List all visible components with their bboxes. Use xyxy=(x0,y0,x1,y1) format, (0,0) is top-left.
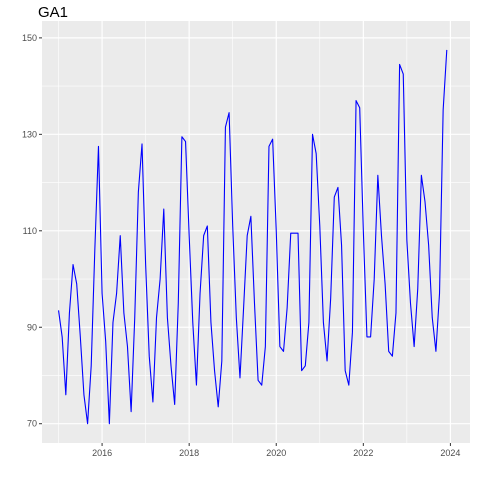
series-line xyxy=(58,49,448,425)
y-tick-label: 130 xyxy=(22,129,37,139)
x-tick-label: 2024 xyxy=(440,448,460,458)
plot-panel xyxy=(42,21,470,443)
x-tick-label: 2022 xyxy=(353,448,373,458)
y-tick-label: 150 xyxy=(22,33,37,43)
y-tick-label: 70 xyxy=(27,419,37,429)
x-tick-label: 2016 xyxy=(92,448,112,458)
y-tick-label: 110 xyxy=(23,226,37,236)
x-tick-label: 2020 xyxy=(266,448,286,458)
x-tick-label: 2018 xyxy=(179,448,199,458)
y-tick-label: 90 xyxy=(27,322,37,332)
chart-title: GA1 xyxy=(38,4,68,21)
